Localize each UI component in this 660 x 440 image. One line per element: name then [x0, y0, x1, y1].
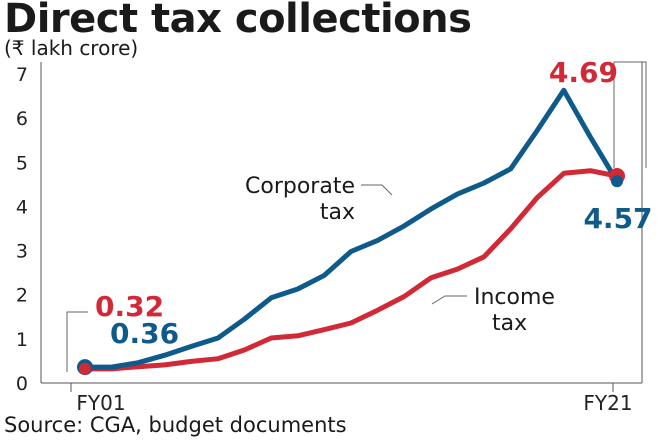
- x-tick-label: FY01: [76, 391, 125, 415]
- series-line-income-tax: [82, 168, 620, 372]
- chart-subtitle: (₹ lakh crore): [4, 36, 139, 60]
- value-label: 4.69: [549, 56, 618, 89]
- y-tick-label: 3: [16, 241, 28, 263]
- y-tick-label: 6: [16, 108, 28, 130]
- point-corporate-end: [611, 175, 623, 188]
- y-tick-label: 0: [16, 373, 28, 395]
- value-label: 4.57: [583, 202, 652, 235]
- y-tick-label: 5: [16, 152, 28, 174]
- series-label-income: Income: [474, 285, 555, 310]
- value-label: 0.32: [95, 290, 164, 323]
- y-tick-label: 2: [16, 285, 28, 307]
- y-tick-label: 7: [16, 64, 28, 86]
- leader-income-label: [431, 295, 467, 305]
- series-label-income: tax: [492, 311, 527, 336]
- series-label-corporate: tax: [320, 200, 355, 225]
- axes: 0 1 2 3 4 5 6 7 FY01 FY21: [16, 62, 643, 415]
- leader-end-values: [613, 61, 647, 168]
- source-note: Source: CGA, budget documents: [4, 413, 347, 437]
- x-tick-label: FY21: [583, 391, 632, 415]
- leader-start-values: [66, 311, 88, 372]
- y-tick-label: 4: [16, 196, 28, 218]
- y-tick-label: 1: [16, 329, 28, 351]
- series-line-corporate-tax: [82, 87, 620, 370]
- leader-corporate-label: [361, 184, 393, 196]
- value-label: 0.36: [110, 317, 179, 350]
- series-label-corporate: Corporate: [245, 174, 355, 199]
- point-income-start: [79, 362, 91, 375]
- chart-title: Direct tax collections: [4, 0, 472, 42]
- series-lines: [77, 87, 625, 376]
